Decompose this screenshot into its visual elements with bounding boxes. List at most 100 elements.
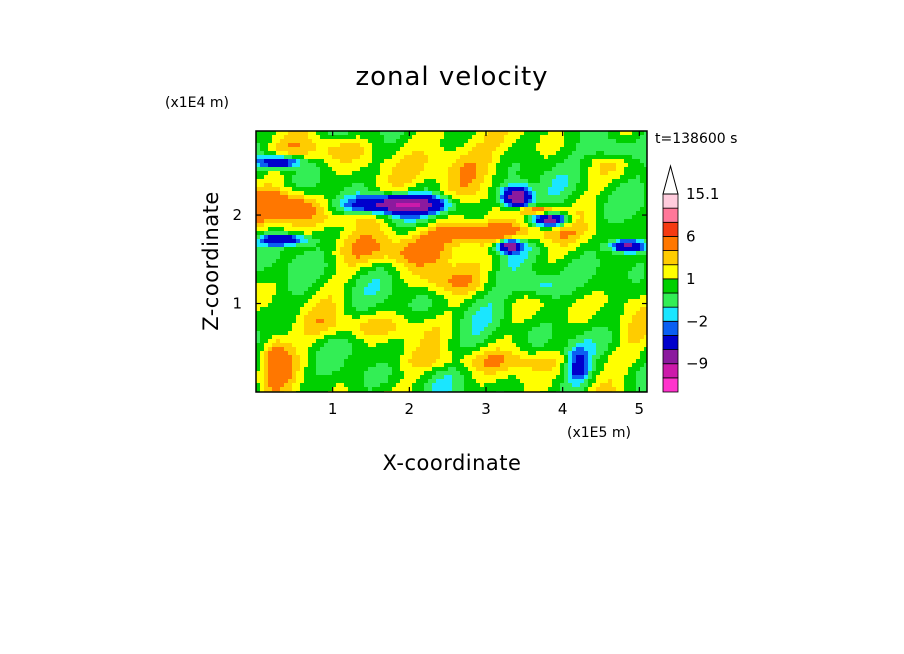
heatmap-cell bbox=[500, 187, 505, 192]
heatmap-cell bbox=[368, 183, 373, 188]
heatmap-cell bbox=[472, 251, 477, 256]
heatmap-cell bbox=[616, 175, 621, 180]
heatmap-cell bbox=[404, 187, 409, 192]
heatmap-cell bbox=[420, 155, 425, 160]
heatmap-cell bbox=[488, 331, 493, 336]
heatmap-cell bbox=[644, 207, 648, 212]
heatmap-cell bbox=[396, 295, 401, 300]
heatmap-cell bbox=[612, 311, 617, 316]
heatmap-cell bbox=[336, 131, 341, 136]
heatmap-cell bbox=[352, 163, 357, 168]
heatmap-cell bbox=[504, 191, 509, 196]
heatmap-cell bbox=[520, 311, 525, 316]
heatmap-cell bbox=[356, 215, 361, 220]
heatmap-cell bbox=[324, 311, 329, 316]
heatmap-cell bbox=[488, 239, 493, 244]
heatmap-cell bbox=[512, 259, 517, 264]
heatmap-cell bbox=[484, 183, 489, 188]
heatmap-cell bbox=[352, 291, 357, 296]
heatmap-cell bbox=[432, 163, 437, 168]
heatmap-cell bbox=[444, 171, 449, 176]
heatmap-cell bbox=[576, 299, 581, 304]
heatmap-cell bbox=[580, 251, 585, 256]
heatmap-cell bbox=[604, 171, 609, 176]
heatmap-cell bbox=[500, 159, 505, 164]
heatmap-cell bbox=[632, 207, 637, 212]
heatmap-cell bbox=[572, 191, 577, 196]
heatmap-cell bbox=[468, 327, 473, 332]
heatmap-cell bbox=[644, 263, 648, 268]
heatmap-cell bbox=[384, 187, 389, 192]
heatmap-cell bbox=[588, 135, 593, 140]
heatmap-cell bbox=[488, 271, 493, 276]
heatmap-cell bbox=[568, 131, 573, 136]
heatmap-cell bbox=[408, 227, 413, 232]
heatmap-cell bbox=[352, 259, 357, 264]
heatmap-cell bbox=[364, 275, 369, 280]
heatmap-cell bbox=[564, 251, 569, 256]
heatmap-cell bbox=[468, 159, 473, 164]
heatmap-cell bbox=[612, 135, 617, 140]
heatmap-cell bbox=[636, 159, 641, 164]
heatmap-cell bbox=[528, 151, 533, 156]
heatmap-cell bbox=[592, 315, 597, 320]
heatmap-cell bbox=[404, 235, 409, 240]
heatmap-cell bbox=[432, 311, 437, 316]
heatmap-cell bbox=[588, 319, 593, 324]
heatmap-cell bbox=[456, 163, 461, 168]
heatmap-cell bbox=[308, 227, 313, 232]
heatmap-cell bbox=[356, 191, 361, 196]
heatmap-cell bbox=[372, 131, 377, 136]
heatmap-cell bbox=[476, 299, 481, 304]
heatmap-cell bbox=[396, 279, 401, 284]
heatmap-cell bbox=[332, 183, 337, 188]
heatmap-cell bbox=[288, 231, 293, 236]
heatmap-cell bbox=[508, 155, 513, 160]
heatmap-cell bbox=[616, 143, 621, 148]
heatmap-cell bbox=[276, 147, 281, 152]
heatmap-cell bbox=[576, 151, 581, 156]
heatmap-cell bbox=[304, 183, 309, 188]
heatmap-cell bbox=[344, 151, 349, 156]
heatmap-cell bbox=[592, 251, 597, 256]
heatmap-cell bbox=[464, 287, 469, 292]
heatmap-cell bbox=[356, 259, 361, 264]
heatmap-cell bbox=[320, 159, 325, 164]
heatmap-cell bbox=[604, 175, 609, 180]
heatmap-cell bbox=[596, 203, 601, 208]
heatmap-cell bbox=[464, 227, 469, 232]
heatmap-cell bbox=[548, 311, 553, 316]
heatmap-cell bbox=[448, 139, 453, 144]
heatmap-cell bbox=[464, 199, 469, 204]
heatmap-cell bbox=[368, 235, 373, 240]
heatmap-cell bbox=[404, 303, 409, 308]
heatmap-cell bbox=[324, 191, 329, 196]
heatmap-cell bbox=[328, 219, 333, 224]
heatmap-cell bbox=[316, 187, 321, 192]
heatmap-cell bbox=[360, 131, 365, 136]
heatmap-cell bbox=[584, 179, 589, 184]
heatmap-cell bbox=[364, 171, 369, 176]
heatmap-cell bbox=[360, 259, 365, 264]
heatmap-cell bbox=[356, 195, 361, 200]
heatmap-cell bbox=[364, 139, 369, 144]
heatmap-cell bbox=[512, 251, 517, 256]
heatmap-cell bbox=[388, 263, 393, 268]
heatmap-cell bbox=[256, 283, 261, 288]
heatmap-cell bbox=[288, 183, 293, 188]
heatmap-cell bbox=[524, 231, 529, 236]
heatmap-cell bbox=[608, 151, 613, 156]
heatmap-cell bbox=[428, 183, 433, 188]
heatmap-cell bbox=[348, 219, 353, 224]
heatmap-cell bbox=[272, 195, 277, 200]
heatmap-cell bbox=[492, 239, 497, 244]
heatmap-cell bbox=[476, 311, 481, 316]
heatmap-cell bbox=[636, 263, 641, 268]
heatmap-cell bbox=[316, 267, 321, 272]
heatmap-cell bbox=[280, 231, 285, 236]
heatmap-cell bbox=[572, 187, 577, 192]
heatmap-cell bbox=[408, 235, 413, 240]
heatmap-cell bbox=[572, 243, 577, 248]
heatmap-cell bbox=[340, 155, 345, 160]
heatmap-cell bbox=[356, 143, 361, 148]
